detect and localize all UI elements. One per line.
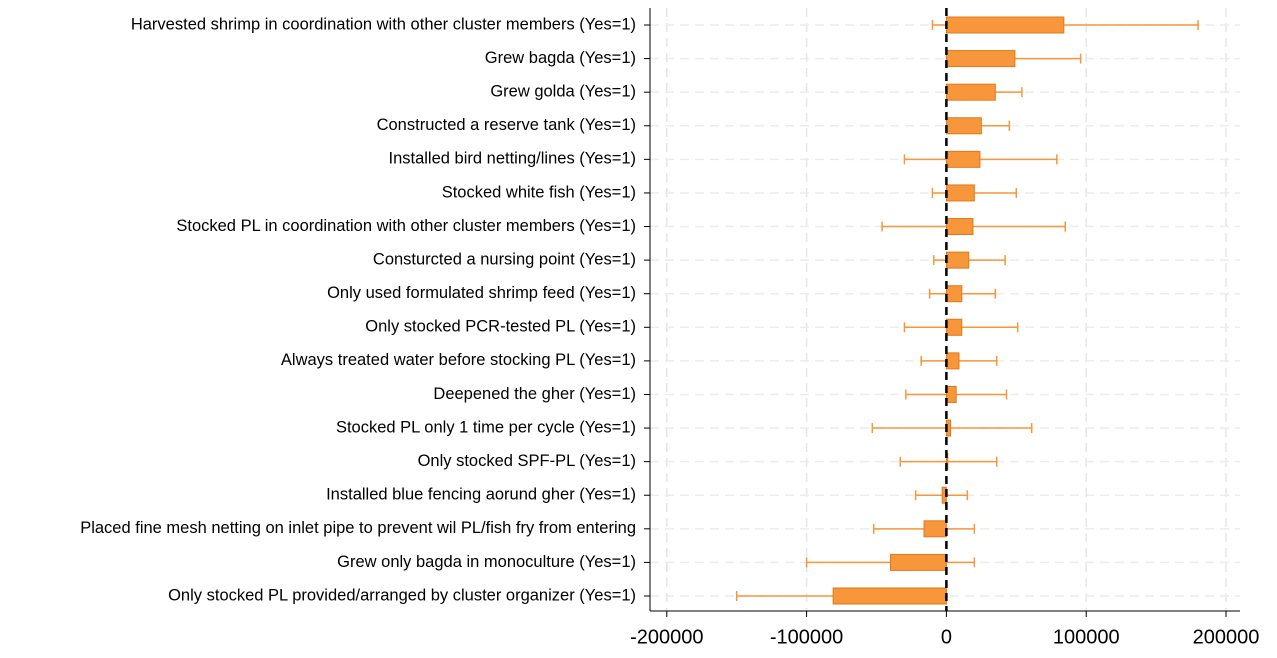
y-tick-label: Installed bird netting/lines (Yes=1) <box>389 150 637 168</box>
y-tick-label: Consturcted a nursing point (Yes=1) <box>373 250 636 268</box>
bar <box>945 83 996 101</box>
y-tick-label: Always treated water before stocking PL … <box>281 351 636 369</box>
bar <box>945 251 970 269</box>
y-tick-label: Only stocked PCR-tested PL (Yes=1) <box>365 318 636 336</box>
bar <box>945 385 957 403</box>
bar <box>945 352 960 370</box>
y-tick-label: Grew only bagda in monoculture (Yes=1) <box>337 553 636 571</box>
bar <box>889 553 947 571</box>
y-tick-label: Stocked PL only 1 time per cycle (Yes=1) <box>336 418 636 436</box>
bar <box>945 285 963 303</box>
y-tick-label: Stocked PL in coordination with other cl… <box>176 217 636 235</box>
x-tick-label: 0 <box>941 626 952 648</box>
y-tick-label: Placed fine mesh netting on inlet pipe t… <box>80 519 636 537</box>
bar <box>923 520 947 538</box>
x-tick-label: 200000 <box>1193 626 1260 648</box>
bar <box>945 218 974 236</box>
y-tick-label: Stocked white fish (Yes=1) <box>442 183 636 201</box>
bar <box>945 318 963 336</box>
y-tick-label: Grew bagda (Yes=1) <box>485 49 636 67</box>
x-tick-label: 100000 <box>1053 626 1120 648</box>
bar <box>945 50 1016 68</box>
x-tick-label: -100000 <box>770 626 843 648</box>
bar <box>945 117 982 135</box>
x-tick-label: -200000 <box>630 626 703 648</box>
y-tick-label: Harvested shrimp in coordination with ot… <box>131 15 636 33</box>
y-tick-label: Only stocked SPF-PL (Yes=1) <box>418 452 636 470</box>
y-tick-label: Deepened the gher (Yes=1) <box>433 385 636 403</box>
y-tick-label: Only stocked PL provided/arranged by clu… <box>168 586 636 604</box>
y-tick-label: Grew golda (Yes=1) <box>490 83 636 101</box>
bar <box>945 16 1065 34</box>
bar <box>945 150 981 168</box>
y-tick-label: Only used formulated shrimp feed (Yes=1) <box>327 284 636 302</box>
bar <box>832 587 947 605</box>
bar <box>945 184 975 202</box>
y-tick-label: Installed blue fencing aorund gher (Yes=… <box>326 486 636 504</box>
y-tick-label: Constructed a reserve tank (Yes=1) <box>377 116 636 134</box>
